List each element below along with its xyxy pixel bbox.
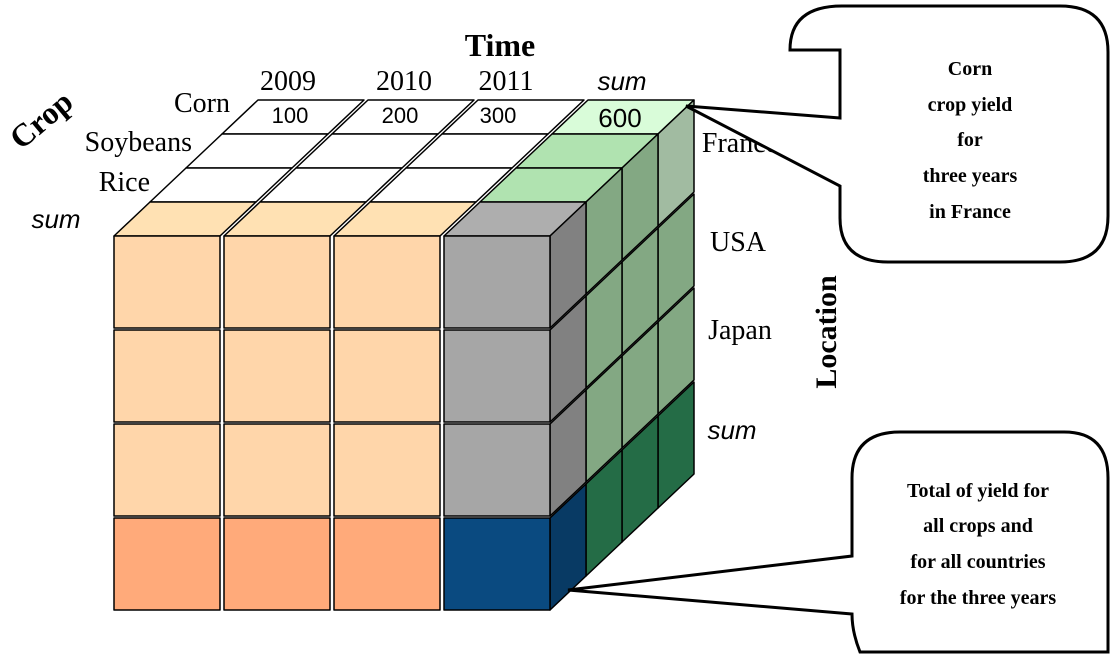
crop-label-corn: Corn [174, 88, 230, 119]
cube-cell-front [113, 517, 221, 611]
year-label-2009: 2009 [260, 66, 316, 97]
callout-bottom-line-4: for the three years [900, 587, 1057, 609]
cube-cell-front [333, 423, 441, 517]
crop-label-rice: Rice [99, 167, 150, 198]
crop-label-soybeans: Soybeans [85, 127, 192, 158]
cube-cell-front [113, 423, 221, 517]
value-corn-2009: 100 [272, 103, 309, 128]
cube-cell-front [113, 235, 221, 329]
callout-top-line-1: Corn [948, 58, 992, 80]
callout-bubble [685, 4, 1110, 264]
crop-axis-title: Crop [2, 83, 79, 156]
location-sum-label: sum [707, 415, 756, 445]
cube-cell-front [443, 235, 551, 329]
cube-cell-front [333, 517, 441, 611]
data-cube [113, 99, 695, 611]
cube-cell-front [443, 517, 551, 611]
time-sum-label: sum [597, 66, 646, 96]
time-axis-title: Time [465, 27, 536, 63]
callout-top-line-3: for [957, 129, 983, 151]
cube-cell-front [223, 329, 331, 423]
callout-top-line-5: in France [929, 201, 1011, 223]
cube-cell-front [223, 423, 331, 517]
location-axis-title: Location [810, 275, 843, 389]
cube-cell-front [443, 329, 551, 423]
callout-top-line-2: crop yield [928, 94, 1013, 116]
callout-top-line-4: three years [923, 165, 1018, 187]
value-corn-2010: 200 [382, 103, 419, 128]
year-label-2010: 2010 [376, 66, 432, 97]
location-label-usa: USA [710, 227, 767, 258]
callout-bottom-line-2: all crops and [923, 515, 1033, 537]
cube-cell-front [333, 329, 441, 423]
location-label-japan: Japan [708, 315, 772, 346]
callout-bottom-line-1: Total of yield for [907, 480, 1049, 502]
crop-sum-label: sum [31, 204, 80, 234]
value-corn-france-sum: 600 [598, 103, 641, 133]
cube-cell-front [223, 235, 331, 329]
callout-bottom-line-3: for all countries [910, 551, 1045, 573]
cube-cell-front [113, 329, 221, 423]
callout-total: Total of yield for all crops and for all… [567, 430, 1110, 654]
year-label-2011: 2011 [479, 66, 534, 97]
callout-corn-france: Corn crop yield for three years in Franc… [685, 4, 1110, 264]
cube-cell-front [333, 235, 441, 329]
cube-cell-front [443, 423, 551, 517]
value-corn-2011: 300 [480, 103, 517, 128]
callout-bubble [567, 430, 1110, 654]
cube-cell-front [223, 517, 331, 611]
